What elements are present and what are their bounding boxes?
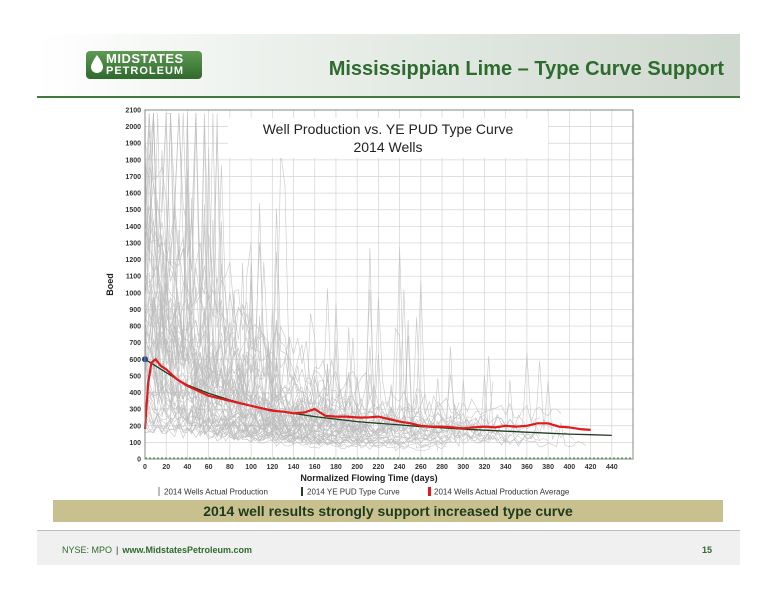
x-tick-label: 0 <box>143 464 147 471</box>
well-production-line <box>144 345 370 445</box>
y-tick-label: 800 <box>129 324 141 331</box>
oil-drop-icon <box>91 55 103 73</box>
x-tick-label: 20 <box>162 464 170 471</box>
x-tick-label: 200 <box>351 464 363 471</box>
well-production-line <box>144 379 460 438</box>
y-tick-label: 700 <box>129 340 141 347</box>
x-tick-label: 280 <box>436 464 448 471</box>
x-tick-label: 160 <box>309 464 321 471</box>
well-production-line <box>144 154 447 449</box>
well-production-line <box>144 113 451 444</box>
legend-swatch <box>158 487 160 496</box>
x-tick-label: 400 <box>564 464 576 471</box>
y-tick-label: 1800 <box>125 157 141 164</box>
chart-subtitle: 2014 Wells <box>353 139 422 155</box>
y-tick-label: 2000 <box>125 124 141 131</box>
y-tick-label: 200 <box>129 423 141 430</box>
chart-title-box <box>228 118 548 158</box>
well-production-line <box>144 113 430 447</box>
well-production-line <box>144 198 362 450</box>
footer-separator: | <box>116 545 119 555</box>
page-number: 15 <box>702 545 713 555</box>
x-tick-label: 40 <box>184 464 192 471</box>
legend-swatch <box>428 487 431 496</box>
well-production-line <box>144 275 273 418</box>
y-tick-label: 1100 <box>126 274 141 281</box>
average-production-line <box>143 358 591 431</box>
series-lines <box>142 356 633 459</box>
y-tick-label: 400 <box>129 390 141 397</box>
legend-label: 2014 Wells Actual Production Average <box>434 488 570 497</box>
well-production-line <box>144 346 345 434</box>
well-production-line <box>144 203 494 428</box>
x-tick-label: 80 <box>226 464 234 471</box>
slide-title: Mississippian Lime – Type Curve Support <box>328 58 724 80</box>
x-tick-label: 380 <box>542 464 554 471</box>
y-tick-label: 100 <box>129 440 141 447</box>
company-logo: MIDSTATES PETROLEUM <box>86 51 202 79</box>
x-tick-label: 320 <box>479 464 491 471</box>
key-takeaway-banner: 2014 well results strongly support incre… <box>53 500 723 522</box>
x-tick-label: 220 <box>373 464 385 471</box>
well-production-line <box>144 280 379 444</box>
logo-wordmark-bottom: PETROLEUM <box>106 65 185 77</box>
x-tick-label: 440 <box>606 464 618 471</box>
logo-background <box>86 51 202 79</box>
y-tick-label: 900 <box>129 307 141 314</box>
header-divider <box>37 96 740 98</box>
x-tick-label: 340 <box>500 464 512 471</box>
y-tick-label: 1300 <box>125 240 141 247</box>
x-tick-label: 120 <box>266 464 278 471</box>
x-tick-label: 140 <box>288 464 300 471</box>
x-axis-label: Normalized Flowing Time (days) <box>300 473 437 483</box>
well-production-line <box>144 113 460 418</box>
x-tick-label: 360 <box>521 464 533 471</box>
tick-labels: 0 20 40 60 80 100 120 140 160 180 200 220 240 260 280 3… <box>125 108 617 472</box>
legend-swatch <box>301 487 303 496</box>
y-tick-label: 0 <box>137 457 141 464</box>
y-tick-label: 1400 <box>125 224 141 231</box>
y-tick-label: 1500 <box>125 207 141 214</box>
y-tick-label: 1700 <box>125 174 141 181</box>
y-tick-label: 1000 <box>125 290 141 297</box>
y-tick-label: 600 <box>129 357 141 364</box>
footer-divider <box>37 530 740 531</box>
x-tick-label: 180 <box>330 464 342 471</box>
well-production-line <box>144 113 307 409</box>
x-tick-label: 260 <box>415 464 427 471</box>
x-tick-label: 420 <box>585 464 597 471</box>
y-tick-label: 2100 <box>125 108 141 115</box>
actual-production-lines <box>144 113 587 452</box>
website-link[interactable]: www.MidstatesPetroleum.com <box>122 545 253 555</box>
well-production-line <box>144 398 370 444</box>
y-tick-label: 1200 <box>125 257 141 264</box>
y-tick-label: 500 <box>129 373 141 380</box>
y-tick-label: 1900 <box>125 141 141 148</box>
y-axis-label: Boed <box>105 273 115 296</box>
logo-wordmark-top: MIDSTATES <box>106 51 184 66</box>
plot-frame <box>144 109 634 460</box>
y-tick-label: 1600 <box>125 191 141 198</box>
production-chart: 0 20 40 60 80 100 120 140 160 180 200 220 240 260 280 3… <box>105 108 634 497</box>
y-tick-label: 300 <box>129 407 141 414</box>
chart-legend: 2014 Wells Actual Production 2014 YE PUD … <box>158 487 570 497</box>
footer-band <box>37 531 740 565</box>
x-tick-label: 100 <box>245 464 257 471</box>
legend-label: 2014 YE PUD Type Curve <box>307 488 400 497</box>
well-production-line <box>144 182 324 418</box>
x-tick-label: 60 <box>205 464 213 471</box>
well-production-line <box>144 113 298 422</box>
ticker-symbol: NYSE: MPO <box>62 545 113 555</box>
well-production-line <box>144 319 540 433</box>
x-tick-label: 240 <box>394 464 406 471</box>
chart-title: Well Production vs. YE PUD Type Curve <box>263 121 514 137</box>
x-tick-label: 300 <box>457 464 469 471</box>
well-production-line <box>144 263 303 429</box>
footer-info: NYSE: MPO | www.MidstatesPetroleum.com <box>62 545 252 555</box>
legend-label: 2014 Wells Actual Production <box>164 488 268 497</box>
